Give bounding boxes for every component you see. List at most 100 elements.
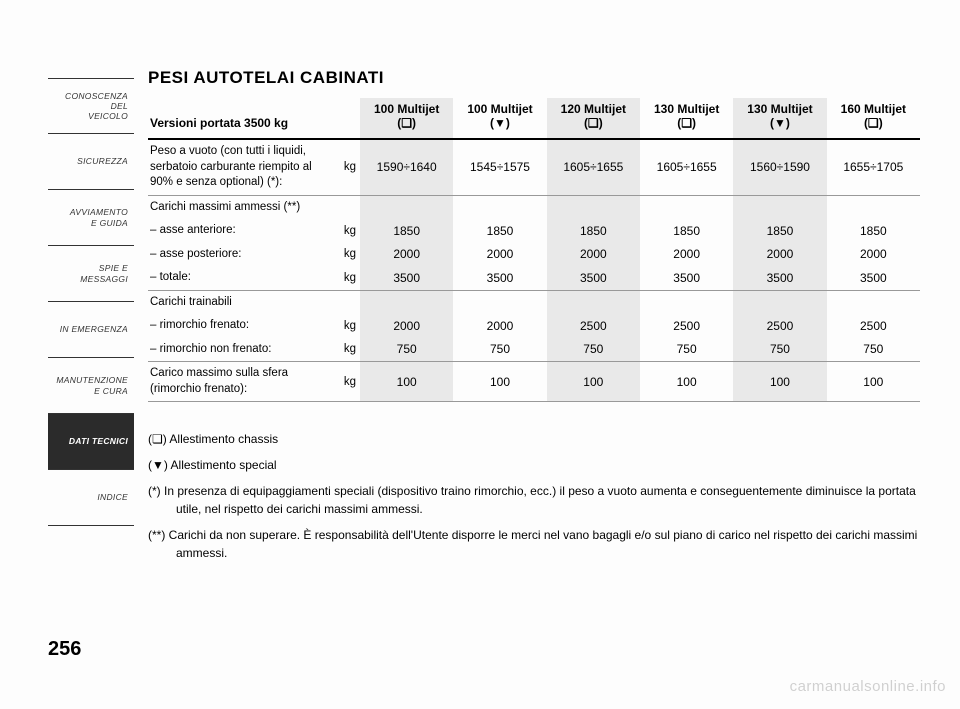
cell-value bbox=[827, 195, 920, 219]
cell-value: 750 bbox=[827, 338, 920, 362]
sidebar-item-label: SPIE E bbox=[99, 263, 128, 273]
cell-value: 750 bbox=[640, 338, 733, 362]
cell-value: 750 bbox=[453, 338, 546, 362]
cell-value: 3500 bbox=[453, 266, 546, 290]
cell-value: 750 bbox=[733, 338, 826, 362]
cell-value: 3500 bbox=[640, 266, 733, 290]
cell-value: 1590÷1640 bbox=[360, 139, 453, 195]
column-header: 100 Multijet(❏) bbox=[360, 98, 453, 139]
cell-value: 100 bbox=[733, 362, 826, 402]
note-special: (▼) Allestimento special bbox=[148, 456, 920, 474]
sidebar-item-label: E CURA bbox=[94, 386, 128, 396]
table-header-label: Versioni portata 3500 kg bbox=[148, 98, 360, 139]
row-unit: kg bbox=[338, 338, 360, 362]
cell-value bbox=[453, 195, 546, 219]
sidebar-item-label: MANUTENZIONE bbox=[56, 375, 128, 385]
sidebar-item[interactable]: SICUREZZA bbox=[48, 134, 134, 190]
column-header: 130 Multijet(▼) bbox=[733, 98, 826, 139]
sidebar-item[interactable]: MANUTENZIONEE CURA bbox=[48, 358, 134, 414]
cell-value: 2500 bbox=[640, 314, 733, 338]
cell-value: 2000 bbox=[360, 243, 453, 267]
row-unit bbox=[338, 290, 360, 314]
cell-value bbox=[453, 290, 546, 314]
cell-value bbox=[827, 290, 920, 314]
row-label: Carichi trainabili bbox=[148, 290, 338, 314]
sidebar-item-label: DATI TECNICI bbox=[69, 436, 128, 446]
cell-value: 1545÷1575 bbox=[453, 139, 546, 195]
cell-value: 1605÷1655 bbox=[547, 139, 640, 195]
sidebar-item[interactable]: AVVIAMENTOE GUIDA bbox=[48, 190, 134, 246]
sidebar-item[interactable]: SPIE EMESSAGGI bbox=[48, 246, 134, 302]
row-label: – asse posteriore: bbox=[148, 243, 338, 267]
row-label: – rimorchio frenato: bbox=[148, 314, 338, 338]
sidebar-item-label: E GUIDA bbox=[91, 218, 128, 228]
cell-value: 2000 bbox=[453, 314, 546, 338]
cell-value: 1560÷1590 bbox=[733, 139, 826, 195]
cell-value bbox=[360, 195, 453, 219]
column-header: 160 Multijet(❏) bbox=[827, 98, 920, 139]
cell-value bbox=[640, 290, 733, 314]
main-content: PESI AUTOTELAI CABINATI Versioni portata… bbox=[148, 68, 920, 570]
row-unit: kg bbox=[338, 314, 360, 338]
cell-value bbox=[733, 290, 826, 314]
note-chassis: (❏) Allestimento chassis bbox=[148, 430, 920, 448]
cell-value: 2000 bbox=[547, 243, 640, 267]
row-unit: kg bbox=[338, 219, 360, 243]
cell-value: 2500 bbox=[547, 314, 640, 338]
cell-value: 1655÷1705 bbox=[827, 139, 920, 195]
row-unit bbox=[338, 195, 360, 219]
cell-value: 100 bbox=[453, 362, 546, 402]
cell-value: 100 bbox=[827, 362, 920, 402]
sidebar-item-label: VEICOLO bbox=[88, 111, 128, 121]
table-row: Carichi massimi ammessi (**) bbox=[148, 195, 920, 219]
row-label: – totale: bbox=[148, 266, 338, 290]
sidebar-item[interactable]: CONOSCENZADELVEICOLO bbox=[48, 78, 134, 134]
cell-value: 2000 bbox=[827, 243, 920, 267]
cell-value: 1850 bbox=[453, 219, 546, 243]
column-header: 130 Multijet(❏) bbox=[640, 98, 733, 139]
row-unit: kg bbox=[338, 266, 360, 290]
footnotes: (❏) Allestimento chassis (▼) Allestiment… bbox=[148, 430, 920, 562]
note-doublestar: (**) Carichi da non superare. È responsa… bbox=[148, 526, 920, 562]
cell-value: 1850 bbox=[733, 219, 826, 243]
cell-value: 3500 bbox=[733, 266, 826, 290]
sidebar-item-label: CONOSCENZA bbox=[65, 91, 128, 101]
row-label: Peso a vuoto (con tutti i liquidi, serba… bbox=[148, 139, 338, 195]
cell-value bbox=[547, 290, 640, 314]
sidebar-item-label: INDICE bbox=[97, 492, 128, 502]
sidebar-item-label: DEL bbox=[111, 101, 128, 111]
cell-value: 2000 bbox=[733, 243, 826, 267]
page-title: PESI AUTOTELAI CABINATI bbox=[148, 68, 920, 88]
row-label: Carichi massimi ammessi (**) bbox=[148, 195, 338, 219]
cell-value: 1850 bbox=[547, 219, 640, 243]
cell-value: 750 bbox=[547, 338, 640, 362]
row-unit: kg bbox=[338, 243, 360, 267]
page-number: 256 bbox=[48, 638, 81, 661]
table-row: – asse anteriore:kg185018501850185018501… bbox=[148, 219, 920, 243]
cell-value: 100 bbox=[640, 362, 733, 402]
cell-value bbox=[733, 195, 826, 219]
note-star: (*) In presenza di equipaggiamenti speci… bbox=[148, 482, 920, 518]
sidebar-item-label: AVVIAMENTO bbox=[70, 207, 128, 217]
column-header: 100 Multijet(▼) bbox=[453, 98, 546, 139]
table-row: – rimorchio frenato:kg200020002500250025… bbox=[148, 314, 920, 338]
cell-value bbox=[360, 290, 453, 314]
table-row: – rimorchio non frenato:kg75075075075075… bbox=[148, 338, 920, 362]
table-row: Peso a vuoto (con tutti i liquidi, serba… bbox=[148, 139, 920, 195]
cell-value: 1850 bbox=[360, 219, 453, 243]
watermark: carmanualsonline.info bbox=[790, 678, 946, 695]
cell-value: 3500 bbox=[360, 266, 453, 290]
sidebar-nav: CONOSCENZADELVEICOLOSICUREZZAAVVIAMENTOE… bbox=[48, 78, 134, 526]
sidebar-item-label: SICUREZZA bbox=[77, 156, 128, 166]
cell-value: 100 bbox=[547, 362, 640, 402]
table-row: – totale:kg350035003500350035003500 bbox=[148, 266, 920, 290]
cell-value: 1605÷1655 bbox=[640, 139, 733, 195]
cell-value: 2000 bbox=[453, 243, 546, 267]
row-unit: kg bbox=[338, 139, 360, 195]
sidebar-item[interactable]: INDICE bbox=[48, 470, 134, 526]
cell-value: 2000 bbox=[640, 243, 733, 267]
cell-value: 3500 bbox=[547, 266, 640, 290]
sidebar-item[interactable]: IN EMERGENZA bbox=[48, 302, 134, 358]
row-label: Carico massimo sulla sfera (rimorchio fr… bbox=[148, 362, 338, 402]
sidebar-item[interactable]: DATI TECNICI bbox=[48, 414, 134, 470]
